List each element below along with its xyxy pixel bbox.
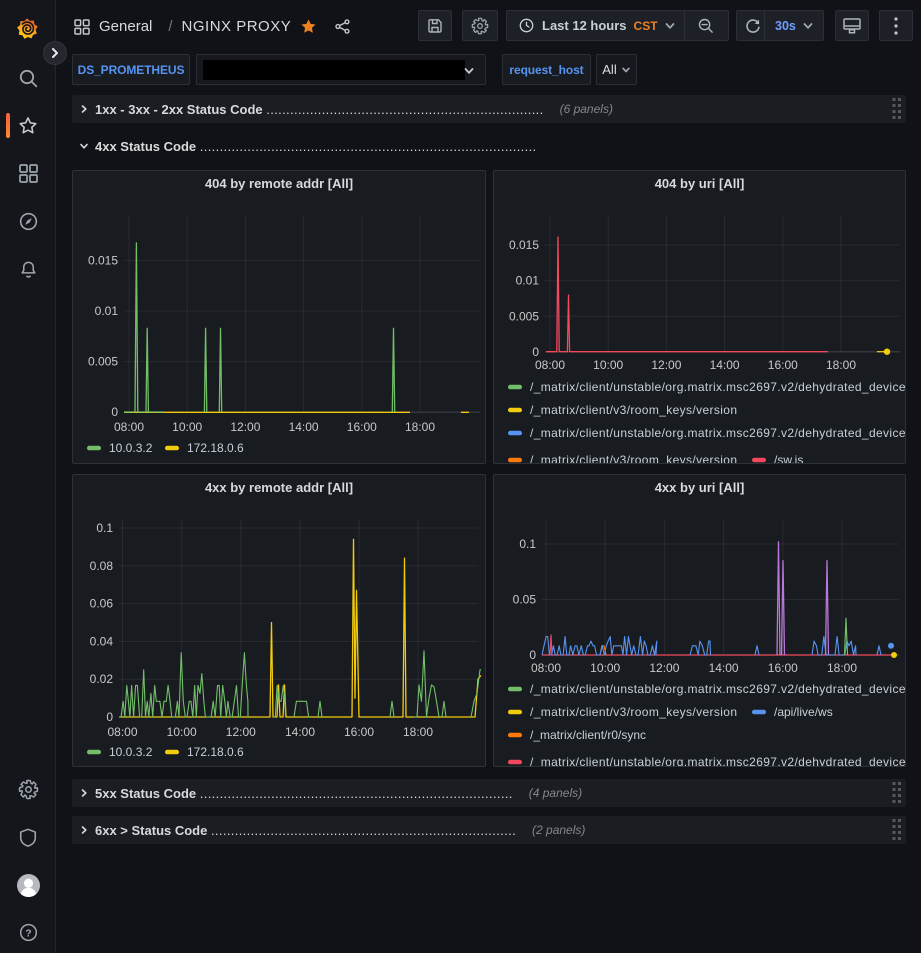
svg-text:14:00: 14:00	[285, 725, 315, 739]
svg-text:0.01: 0.01	[516, 274, 540, 288]
svg-text:16:00: 16:00	[768, 661, 798, 675]
svg-text:0.005: 0.005	[88, 355, 118, 369]
svg-text:0.02: 0.02	[90, 672, 114, 686]
svg-text:18:00: 18:00	[826, 358, 856, 372]
svg-text:10:00: 10:00	[593, 358, 623, 372]
svg-text:0.05: 0.05	[513, 593, 537, 607]
svg-text:0: 0	[111, 405, 118, 419]
svg-text:10.0.3.2: 10.0.3.2	[109, 745, 153, 759]
svg-text:?: ?	[25, 927, 31, 939]
svg-text:16:00: 16:00	[768, 358, 798, 372]
svg-text:172.18.0.6: 172.18.0.6	[187, 441, 244, 455]
svg-text:0.08: 0.08	[90, 559, 114, 573]
svg-text:18:00: 18:00	[827, 661, 857, 675]
svg-text:10:00: 10:00	[167, 725, 197, 739]
svg-text:08:00: 08:00	[531, 661, 561, 675]
svg-text:0.015: 0.015	[509, 238, 539, 252]
svg-text:14:00: 14:00	[709, 661, 739, 675]
svg-text:12:00: 12:00	[651, 358, 681, 372]
svg-text:10:00: 10:00	[590, 661, 620, 675]
svg-text:0.005: 0.005	[509, 309, 539, 323]
svg-text:/_matrix/client/unstable/org.m: /_matrix/client/unstable/org.matrix.msc2…	[530, 426, 905, 440]
svg-text:16:00: 16:00	[344, 725, 374, 739]
svg-text:14:00: 14:00	[710, 358, 740, 372]
svg-text:/_matrix/client/v3/room_keys/v: /_matrix/client/v3/room_keys/version	[530, 403, 737, 417]
svg-text:08:00: 08:00	[535, 358, 565, 372]
svg-text:/_matrix/client/unstable/org.m: /_matrix/client/unstable/org.matrix.msc2…	[530, 755, 905, 766]
svg-text:08:00: 08:00	[107, 725, 137, 739]
svg-text:/_matrix/client/r0/sync: /_matrix/client/r0/sync	[530, 728, 646, 742]
svg-text:/sw.js: /sw.js	[774, 453, 803, 463]
svg-text:/_matrix/client/unstable/org.m: /_matrix/client/unstable/org.matrix.msc2…	[530, 682, 905, 696]
svg-text:18:00: 18:00	[403, 725, 433, 739]
svg-text:/api/live/ws: /api/live/ws	[774, 705, 833, 719]
svg-text:12:00: 12:00	[230, 420, 260, 434]
svg-text:10.0.3.2: 10.0.3.2	[109, 441, 153, 455]
svg-text:14:00: 14:00	[289, 420, 319, 434]
svg-text:0.04: 0.04	[90, 634, 114, 648]
svg-text:/_matrix/client/unstable/org.m: /_matrix/client/unstable/org.matrix.msc2…	[530, 380, 905, 394]
svg-text:0: 0	[532, 345, 539, 359]
svg-text:/_matrix/client/v3/room_keys/v: /_matrix/client/v3/room_keys/version	[530, 453, 737, 463]
svg-text:0.01: 0.01	[95, 304, 119, 318]
svg-text:0: 0	[106, 710, 113, 724]
svg-text:10:00: 10:00	[172, 420, 202, 434]
svg-text:08:00: 08:00	[114, 420, 144, 434]
svg-text:0.06: 0.06	[90, 597, 114, 611]
svg-text:12:00: 12:00	[649, 661, 679, 675]
svg-text:172.18.0.6: 172.18.0.6	[187, 745, 244, 759]
svg-text:/_matrix/client/v3/room_keys/v: /_matrix/client/v3/room_keys/version	[530, 705, 737, 719]
svg-text:18:00: 18:00	[405, 420, 435, 434]
svg-text:12:00: 12:00	[226, 725, 256, 739]
svg-text:0.1: 0.1	[519, 537, 536, 551]
svg-text:0: 0	[529, 648, 536, 662]
svg-text:0.1: 0.1	[96, 521, 113, 535]
svg-text:0.015: 0.015	[88, 253, 118, 267]
svg-text:16:00: 16:00	[347, 420, 377, 434]
